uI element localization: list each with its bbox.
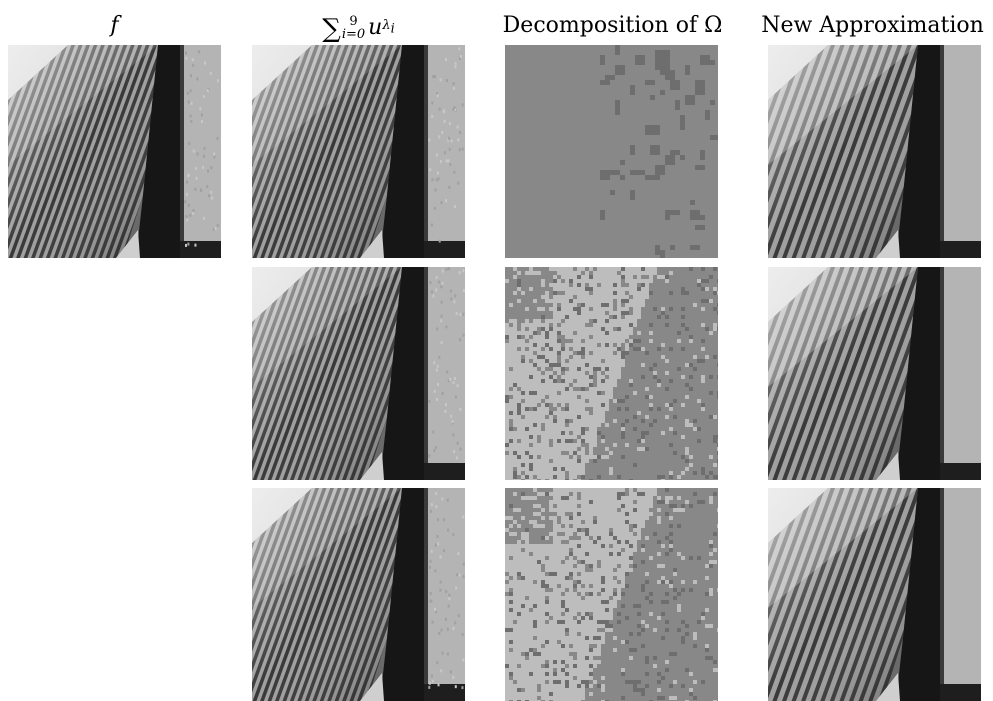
image-approximation-row-1 <box>768 45 981 258</box>
sum-term-sub: λ <box>382 18 390 33</box>
image-approximation-row-1-graphic <box>768 45 981 258</box>
image-decomposition-row-1 <box>505 45 718 258</box>
sum-term-subsub: i <box>391 22 395 37</box>
image-sum-row-2-graphic <box>252 267 465 480</box>
header-approximation-label: New Approximation <box>761 13 984 38</box>
image-sum-row-3-graphic <box>252 488 465 701</box>
header-f: f <box>8 8 221 44</box>
sum-symbol: ∑ <box>322 11 341 47</box>
image-sum-row-3 <box>252 488 465 701</box>
image-approximation-row-2-graphic <box>768 267 981 480</box>
header-f-label: f <box>110 13 118 38</box>
image-decomposition-row-3 <box>505 488 718 701</box>
sum-limits: 9 i=0 <box>342 15 365 41</box>
sum-lower-limit: i=0 <box>342 28 365 41</box>
image-sum-row-1-graphic <box>252 45 465 258</box>
image-decomposition-row-2 <box>505 267 718 480</box>
image-approximation-row-3-graphic <box>768 488 981 701</box>
header-decomposition-label: Decomposition of Ω <box>503 13 723 38</box>
image-f-original-graphic <box>8 45 221 258</box>
image-f-original <box>8 45 221 258</box>
image-decomposition-row-3-graphic <box>505 488 718 701</box>
header-approximation: New Approximation <box>752 8 993 44</box>
image-decomposition-row-1-graphic <box>505 45 718 258</box>
header-decomposition: Decomposition of Ω <box>495 8 730 44</box>
image-sum-row-1 <box>252 45 465 258</box>
image-approximation-row-3 <box>768 488 981 701</box>
sum-upper-limit: 9 <box>342 15 365 28</box>
image-decomposition-row-2-graphic <box>505 267 718 480</box>
sum-term: u <box>368 10 382 46</box>
image-sum-row-2 <box>252 267 465 480</box>
image-approximation-row-2 <box>768 267 981 480</box>
